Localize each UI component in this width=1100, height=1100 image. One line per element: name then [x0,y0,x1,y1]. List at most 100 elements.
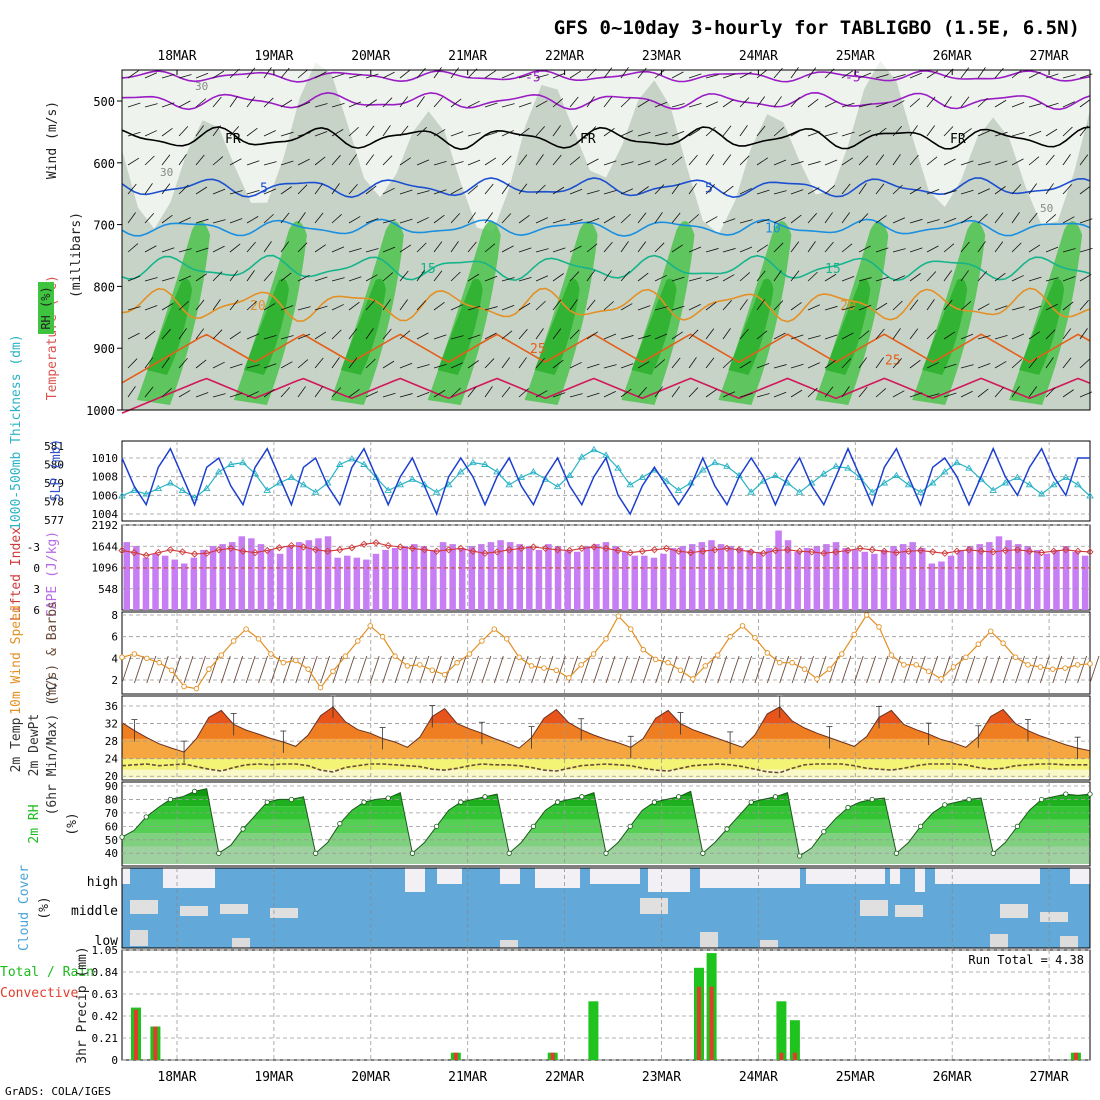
rh-marker [700,850,706,856]
wind-barb [263,335,277,340]
wind-barb [365,274,378,282]
wind-speed-marker [901,662,907,668]
wind-barb [603,390,616,398]
wind-barb [824,241,834,253]
pressure-tick-label: 700 [93,219,115,233]
wind-barb [637,272,649,282]
wind-barb [314,103,328,108]
wind-barb [263,67,272,79]
thickness-marker [202,484,211,491]
top-date-label: 20MAR [351,49,390,64]
wind-barb [416,96,425,108]
cape-bar [832,542,840,610]
wind-barb [212,188,226,195]
bottom-date-axis: 18MAR 19MAR 20MAR 21MAR 22MAR 23MAR 24MAR 25MAR… [157,1070,1068,1085]
temp-tick-label: 20 [105,770,118,783]
wind-barb [161,357,170,369]
wind-barb [1079,99,1091,108]
rh-marker [240,826,246,832]
li-marker [130,548,138,557]
cape-bar [976,544,983,610]
wind-barb [960,96,970,108]
wind-barb [195,299,205,311]
cape-bar [554,546,562,610]
wind-barb [960,160,974,166]
wind-speed-marker [628,626,634,632]
wind-barb [773,270,782,282]
stability-panel: 548 1096 1644 2192 -3 0 3 6 [27,519,1094,617]
wind-barb [501,130,514,137]
wind-barb-10m [977,655,988,684]
wind-speed-marker [702,663,709,669]
wind-barb [1079,125,1089,137]
bottom-date-label: 26MAR [933,1070,972,1085]
wind-barb [586,331,599,340]
wind-barb [1011,212,1020,224]
cape-bar [1043,553,1051,610]
wind-tick-label: 4 [111,652,118,665]
wind-barb-10m [680,655,690,684]
contour-label: 25 [530,342,546,357]
li-marker [747,548,755,556]
cape-bar [420,546,428,610]
thickness-marker [384,486,392,493]
wind-barb [433,270,443,282]
wind-barb [841,131,855,137]
ylabel-lifted-index: Lifted Index [9,527,24,621]
li-marker [1074,547,1082,555]
rh-marker [603,850,609,856]
li-marker [287,541,296,550]
contour-label: 20 [840,299,856,314]
wind-speed-marker [913,662,920,668]
thickness-marker [916,488,925,495]
wind-barb [892,358,903,369]
wind-barb [518,357,527,369]
temp-contour [121,218,1091,237]
wind-barb [926,245,939,253]
wind-barb [161,154,171,166]
wind-barb [739,97,750,108]
wind-barb-10m [766,655,777,684]
precip-tick-label: 0.84 [92,966,119,979]
wind-barb [790,241,800,253]
wind-barb [654,386,663,398]
wind-barb [348,183,358,195]
top-date-label: 22MAR [545,49,584,64]
wind-barb [671,103,685,108]
wind-barb [705,101,719,108]
cape-bar [842,548,849,610]
wind-barb [739,71,752,79]
cape-bar [133,546,140,610]
wind-barb [263,130,276,137]
wind-barb [331,246,345,253]
wind-barb [535,217,548,224]
precip-convective-bar [1073,1052,1078,1060]
wind-barb-10m [295,655,306,684]
cloud-mid-patch [860,900,888,916]
thickness-marker [590,445,598,453]
temp-tick-label: 32 [105,718,118,731]
cape-bar [506,542,514,610]
wind-barb [1011,358,1022,369]
wind-barb [229,299,239,311]
bottom-date-label: 24MAR [739,1070,778,1085]
wind-barb-10m [1052,655,1063,684]
wind-barb [620,335,634,340]
wind-barb [926,125,936,137]
wind-barb-10m [779,655,790,684]
wind-barb [314,386,323,398]
bottom-date-label: 22MAR [545,1070,584,1085]
cloud-mid-patch [895,905,923,917]
wind-barb [926,299,935,311]
wind-barb [280,335,294,340]
wind-barb [654,274,667,282]
cape-bar [957,549,964,610]
wind-barb [535,390,548,398]
temp-contour [121,91,1091,111]
cape-bar [804,548,811,610]
cape-bar [564,549,571,610]
thickness-marker [795,488,804,495]
rh-marker [724,826,730,832]
wind-barb [773,364,787,369]
cloud-high-gap [500,868,520,884]
